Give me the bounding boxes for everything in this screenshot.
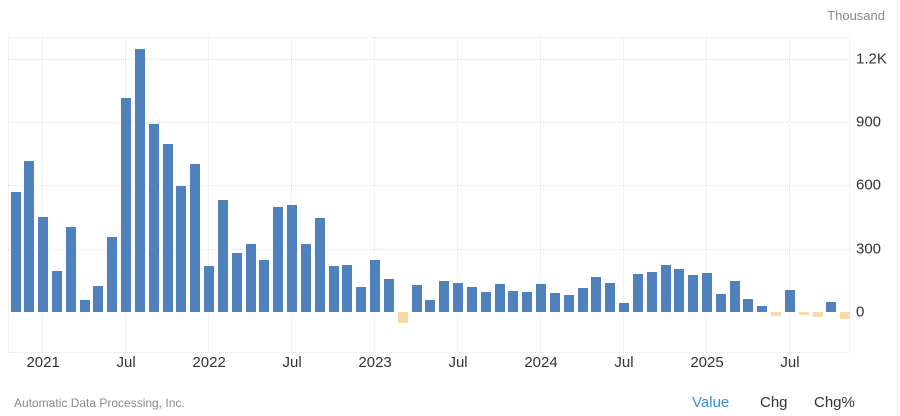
bar[interactable]: [231, 253, 242, 312]
x-tick-label: 2022: [192, 354, 226, 371]
x-tick-label: 2021: [26, 354, 60, 371]
bar[interactable]: [411, 284, 422, 312]
bar[interactable]: [190, 164, 201, 312]
y-tick-label: 900: [856, 113, 882, 131]
v-gridline: [374, 37, 375, 353]
bar[interactable]: [549, 293, 560, 312]
bar[interactable]: [784, 290, 795, 312]
source-label: Automatic Data Processing, Inc.: [14, 396, 185, 410]
bar[interactable]: [217, 199, 228, 312]
bar[interactable]: [688, 274, 699, 312]
bar[interactable]: [536, 284, 547, 312]
bar[interactable]: [619, 302, 630, 312]
bar[interactable]: [425, 300, 436, 312]
bar[interactable]: [93, 285, 104, 312]
bar[interactable]: [826, 301, 837, 312]
x-tick-label: Jul: [116, 354, 136, 371]
plot-area: [8, 37, 850, 353]
tab-chg[interactable]: Chg: [760, 394, 788, 411]
x-tick-label: Jul: [448, 354, 468, 371]
bar[interactable]: [148, 123, 159, 312]
bar[interactable]: [245, 243, 256, 312]
bar[interactable]: [646, 271, 657, 312]
unit-label: Thousand: [827, 8, 885, 23]
h-gridline: [8, 122, 850, 124]
bar[interactable]: [121, 98, 132, 312]
v-gridline: [291, 37, 292, 353]
bar[interactable]: [259, 260, 270, 312]
bar[interactable]: [715, 293, 726, 312]
bar[interactable]: [65, 226, 76, 312]
bar[interactable]: [314, 218, 325, 312]
v-gridline: [706, 37, 707, 353]
bar[interactable]: [176, 185, 187, 312]
v-gridline: [623, 37, 624, 353]
bar[interactable]: [204, 266, 215, 312]
bar[interactable]: [370, 260, 381, 312]
y-tick-label: 600: [856, 176, 882, 194]
tab-value[interactable]: Value: [692, 394, 730, 411]
bar[interactable]: [563, 295, 574, 312]
bar[interactable]: [702, 272, 712, 312]
bar[interactable]: [79, 300, 90, 312]
bar[interactable]: [522, 291, 533, 312]
v-gridline: [42, 37, 43, 353]
bar[interactable]: [480, 291, 491, 312]
bar[interactable]: [273, 207, 284, 312]
view-tabs: Value Chg Chg%: [0, 394, 900, 414]
bar[interactable]: [466, 286, 477, 312]
bar[interactable]: [798, 312, 809, 315]
bar[interactable]: [107, 237, 118, 312]
bar[interactable]: [10, 192, 21, 312]
bar[interactable]: [24, 161, 35, 312]
tab-chg-percent[interactable]: Chg%: [814, 394, 855, 411]
v-gridline: [457, 37, 458, 353]
bar[interactable]: [287, 205, 298, 312]
bar[interactable]: [328, 266, 339, 312]
bar[interactable]: [605, 283, 616, 312]
bar[interactable]: [162, 144, 173, 312]
bar[interactable]: [508, 290, 519, 312]
bar[interactable]: [356, 286, 367, 312]
bar[interactable]: [632, 273, 643, 312]
bar[interactable]: [453, 283, 464, 312]
y-tick-label: 300: [856, 240, 882, 258]
y-tick-label: 1.2K: [856, 50, 887, 68]
x-tick-label: 2023: [358, 354, 392, 371]
bar[interactable]: [743, 299, 754, 312]
bar[interactable]: [812, 312, 823, 318]
bar[interactable]: [397, 312, 408, 323]
bar[interactable]: [342, 265, 353, 312]
bar[interactable]: [840, 312, 851, 319]
x-tick-label: Jul: [614, 354, 634, 371]
bar[interactable]: [38, 217, 49, 312]
bar[interactable]: [757, 305, 768, 312]
bar[interactable]: [494, 284, 505, 312]
bar[interactable]: [300, 243, 311, 312]
x-tick-label: Jul: [780, 354, 800, 371]
v-gridline: [540, 37, 541, 353]
bar[interactable]: [134, 48, 145, 312]
x-tick-label: 2025: [690, 354, 724, 371]
bar[interactable]: [674, 269, 685, 312]
x-tick-label: Jul: [282, 354, 302, 371]
bar[interactable]: [577, 287, 588, 312]
h-gridline: [8, 185, 850, 187]
bar[interactable]: [591, 276, 602, 312]
bar[interactable]: [771, 312, 782, 317]
v-gridline: [789, 37, 790, 353]
h-gridline: [8, 248, 850, 250]
bar[interactable]: [51, 271, 62, 312]
bar[interactable]: [729, 281, 740, 312]
h-gridline: [8, 58, 850, 60]
y-tick-label: 0: [856, 303, 865, 321]
x-tick-label: 2024: [524, 354, 558, 371]
bar[interactable]: [439, 281, 450, 312]
right-border: [897, 0, 898, 416]
bar[interactable]: [660, 265, 671, 312]
v-gridline: [208, 37, 209, 353]
bar[interactable]: [383, 279, 394, 312]
